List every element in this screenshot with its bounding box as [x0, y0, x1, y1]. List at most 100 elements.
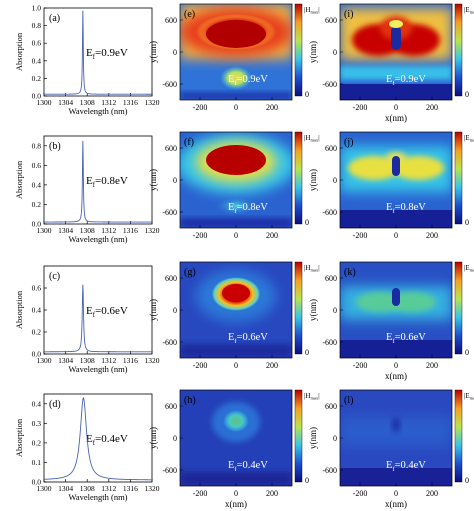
fermi-energy-label: Ef=0.8eV [86, 175, 128, 189]
x-tick-label: 0 [234, 103, 238, 112]
x-tick-label: 1320 [145, 356, 160, 365]
y-axis-label: y(nm) [308, 427, 318, 449]
y-tick-label: 0.0 [32, 92, 42, 101]
field-image [180, 390, 292, 486]
y-tick-label: 0.6 [32, 39, 42, 48]
field-region [340, 84, 452, 100]
field-region [214, 196, 258, 216]
x-tick-label: -200 [193, 361, 208, 370]
colorbar: |Hmax| 0 [294, 3, 320, 99]
x-tick-label: 200 [266, 103, 278, 112]
x-tick-label: 200 [266, 489, 278, 498]
absorption-curve [44, 284, 152, 353]
y-tick-label: -600 [162, 80, 177, 89]
y-tick-label: -600 [162, 338, 177, 347]
y-tick-label: 0.8 [32, 21, 42, 30]
colorbar: |Emax| 0 [454, 3, 474, 99]
x-tick-label: -200 [353, 361, 368, 370]
field-region [340, 340, 452, 358]
y-tick-label: -600 [322, 466, 337, 475]
colorbar-field-label: |Hmax| [304, 264, 320, 273]
y-tick-label: 600 [165, 402, 177, 411]
fermi-energy-label: Ef=0.4eV [386, 460, 426, 473]
x-tick-label: 1300 [37, 98, 52, 107]
x-axis-label: x(nm) [385, 499, 407, 509]
absorption-curve [44, 10, 152, 95]
colorbar-tick-label: 0 [305, 348, 309, 357]
x-tick-label: 1300 [37, 356, 52, 365]
x-tick-label: -200 [193, 489, 208, 498]
x-axis-label: Wavelength (nm) [68, 492, 127, 502]
field-image [180, 262, 292, 358]
absorption-curve [43, 397, 153, 481]
field-region [180, 472, 292, 486]
x-tick-label: 0 [234, 489, 238, 498]
fermi-energy-label: Ef=0.6eV [228, 332, 268, 345]
x-tick-label: 1312 [101, 484, 116, 493]
x-tick-label: 200 [426, 361, 438, 370]
y-tick-label: 0.2 [32, 200, 42, 209]
colorbar-scale [454, 131, 463, 225]
colorbar-tick-label: 0 [465, 218, 469, 227]
colorbar: |Emax| 0 [454, 131, 474, 227]
x-tick-label: 1316 [123, 356, 138, 365]
colorbar-field-label: |Emax| [464, 6, 474, 15]
colorbar-field-label: |Emax| [464, 392, 474, 401]
x-tick-label: 0 [394, 489, 398, 498]
field-region [220, 66, 252, 90]
y-tick-label: 0 [333, 176, 337, 185]
fermi-energy-label: Ef=0.9eV [86, 47, 128, 61]
colorbar-scale [294, 389, 303, 483]
y-tick-label: 600 [325, 16, 337, 25]
y-tick-label: 600 [165, 16, 177, 25]
y-axis-label: y(nm) [148, 41, 158, 63]
colorbar-scale [454, 389, 463, 483]
panel-label: (k) [344, 267, 356, 278]
y-axis-label: Absorption [14, 290, 24, 329]
y-tick-label: 0.3 [32, 419, 42, 428]
x-tick-label: -200 [353, 231, 368, 240]
y-tick-label: 600 [325, 144, 337, 153]
field-map-panels: (e) 600 0 -600 y(nm) -200 0 200 Ef=0.9eV |Hmax| 0 (… [148, 3, 474, 509]
x-axis-label: x(nm) [385, 113, 407, 123]
x-tick-label: 1304 [58, 226, 73, 235]
panel-label: (l) [344, 395, 353, 406]
absorption-chart-a: 1300 1304 1308 1312 1316 1320 0.0 0.2 0.4 0.6 0.8 1… [14, 4, 160, 117]
absorption-curve [44, 140, 152, 223]
x-tick-label: -200 [193, 231, 208, 240]
field-map-image [180, 132, 292, 228]
panel-label: (d) [49, 399, 61, 410]
panel-label: (e) [184, 9, 195, 20]
y-tick-label: -600 [322, 80, 337, 89]
x-tick-label: 0 [394, 103, 398, 112]
x-tick-label: 200 [426, 103, 438, 112]
field-map-image [340, 132, 452, 228]
colorbar-scale [454, 261, 463, 355]
fermi-energy-label: Ef=0.4eV [228, 460, 268, 473]
x-tick-label: 1316 [123, 484, 138, 493]
y-axis-label: y(nm) [308, 299, 318, 321]
colorbar: |Emax| 0 [454, 261, 474, 357]
x-tick-label: 1304 [58, 356, 73, 365]
field-region [180, 218, 292, 228]
x-axis-label: Wavelength (nm) [68, 234, 127, 244]
colorbar: |Hmax| 0 [294, 389, 320, 485]
x-tick-label: 1312 [101, 98, 116, 107]
y-tick-label: 0.0 [32, 350, 42, 359]
colorbar-field-label: |Hmax| [304, 392, 320, 401]
field-region [222, 284, 250, 302]
field-map-i: (i) 600 0 -600 y(nm) -200 0 200 x(nm) Ef=0.9eV |Em… [308, 3, 474, 123]
y-axis-label: y(nm) [148, 299, 158, 321]
colorbar: |Hmax| 0 [294, 261, 320, 357]
x-tick-label: -200 [353, 103, 368, 112]
x-tick-label: 1300 [37, 484, 52, 493]
colorbar-tick-label: 0 [465, 90, 469, 99]
y-tick-label: 0 [173, 176, 177, 185]
field-map-e: (e) 600 0 -600 y(nm) -200 0 200 Ef=0.9eV |Hmax| 0 [148, 3, 320, 112]
y-tick-label: 0 [333, 434, 337, 443]
y-tick-label: 0.6 [32, 161, 42, 170]
plot-frame [43, 393, 153, 483]
fermi-energy-label: Ef=0.9eV [386, 74, 426, 87]
field-region [391, 26, 401, 50]
x-tick-label: 1312 [101, 226, 116, 235]
